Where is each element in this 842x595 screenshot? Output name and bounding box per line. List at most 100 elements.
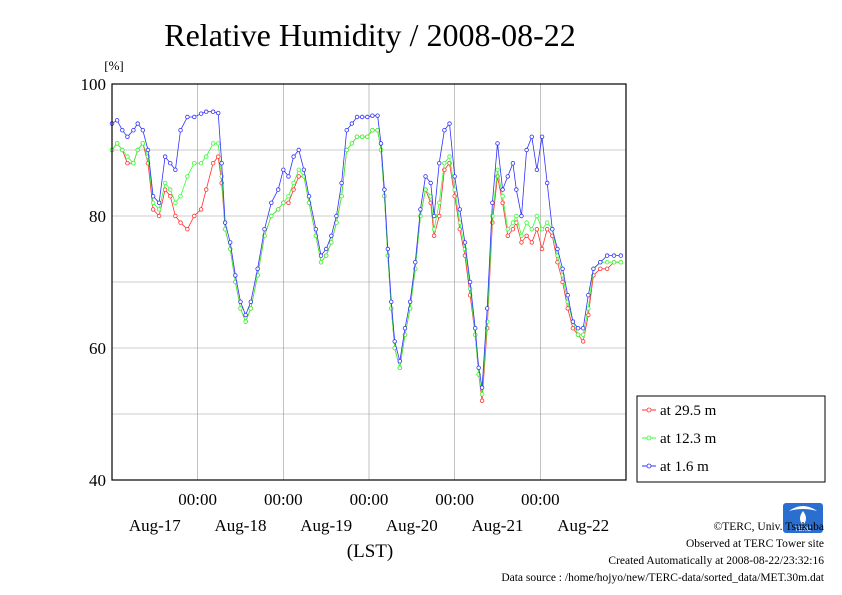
data-point bbox=[339, 180, 344, 186]
data-point bbox=[514, 187, 519, 192]
data-point bbox=[560, 266, 565, 271]
data-point bbox=[580, 332, 586, 337]
data-point bbox=[570, 319, 576, 324]
data-point bbox=[248, 299, 253, 304]
data-point bbox=[490, 213, 495, 219]
data-point bbox=[479, 385, 485, 390]
data-point bbox=[485, 306, 490, 311]
data-point bbox=[514, 213, 519, 219]
data-point bbox=[354, 134, 360, 139]
data-point bbox=[301, 167, 307, 172]
data-point bbox=[296, 147, 301, 153]
data-point bbox=[210, 141, 216, 146]
data-point bbox=[591, 266, 596, 271]
data-point bbox=[173, 200, 178, 205]
legend-items: at 29.5 m at 12.3 m at 1.6 m bbox=[642, 403, 717, 475]
data-point bbox=[565, 293, 570, 298]
data-point bbox=[156, 200, 162, 205]
data-point bbox=[539, 246, 545, 252]
data-point bbox=[544, 220, 550, 225]
x-time-tick-label: 00:00 bbox=[435, 490, 474, 509]
data-point bbox=[344, 147, 349, 153]
series-line bbox=[111, 129, 621, 395]
data-point bbox=[476, 365, 481, 370]
x-date-label: Aug-18 bbox=[215, 516, 267, 535]
logo-arc bbox=[789, 506, 817, 511]
y-tick-label: 80 bbox=[89, 207, 106, 226]
y-axis-unit-label: [%] bbox=[104, 58, 124, 73]
data-point bbox=[281, 200, 286, 205]
data-point bbox=[479, 392, 485, 397]
data-point bbox=[375, 113, 380, 118]
data-point bbox=[365, 134, 370, 139]
data-point bbox=[173, 167, 178, 172]
data-point bbox=[462, 240, 468, 245]
data-point bbox=[262, 226, 267, 232]
data-point bbox=[479, 398, 485, 403]
data-point bbox=[145, 147, 151, 153]
data-point bbox=[216, 110, 221, 116]
data-point bbox=[359, 134, 365, 139]
data-point bbox=[216, 141, 221, 146]
legend-label: at 1.6 m bbox=[660, 459, 709, 475]
data-point bbox=[192, 114, 197, 120]
data-point bbox=[291, 180, 296, 186]
data-point bbox=[534, 167, 540, 172]
legend-item: at 12.3 m bbox=[642, 431, 717, 447]
data-point bbox=[339, 193, 344, 199]
x-date-label: Aug-20 bbox=[386, 516, 438, 535]
data-point bbox=[524, 220, 529, 225]
data-point bbox=[447, 154, 452, 159]
data-point bbox=[580, 326, 586, 331]
data-point bbox=[318, 253, 324, 258]
data-point bbox=[192, 160, 197, 166]
data-point bbox=[185, 226, 190, 232]
data-point bbox=[392, 339, 397, 344]
copyright-text: ©TERC, Univ. Tsukuba bbox=[713, 521, 824, 533]
data-point bbox=[204, 187, 209, 192]
data-point bbox=[150, 207, 156, 212]
data-point bbox=[611, 253, 617, 258]
data-point bbox=[510, 160, 516, 166]
data-point bbox=[407, 299, 413, 304]
data-point bbox=[423, 174, 428, 179]
legend-box bbox=[636, 395, 826, 483]
data-point bbox=[423, 187, 428, 192]
data-point bbox=[618, 253, 624, 258]
data-point bbox=[452, 187, 457, 192]
data-point bbox=[354, 114, 360, 120]
data-point bbox=[413, 260, 418, 265]
data-point bbox=[178, 127, 183, 133]
x-time-tick-label: 00:00 bbox=[521, 490, 560, 509]
data-point bbox=[505, 233, 510, 238]
data-point bbox=[222, 220, 228, 225]
data-point bbox=[586, 306, 591, 311]
data-point bbox=[529, 226, 534, 232]
legend-swatch-marker bbox=[646, 435, 652, 441]
legend-label: at 12.3 m bbox=[660, 431, 717, 447]
data-point bbox=[389, 299, 394, 304]
data-point bbox=[173, 213, 178, 219]
data-point bbox=[178, 193, 183, 199]
data-point bbox=[570, 326, 576, 331]
data-point bbox=[219, 160, 224, 166]
plot-frame bbox=[111, 83, 627, 481]
data-point bbox=[467, 279, 473, 285]
legend-label: at 29.5 m bbox=[660, 403, 717, 419]
data-point bbox=[204, 109, 209, 114]
data-point bbox=[131, 160, 136, 166]
data-point bbox=[437, 213, 442, 219]
data-point bbox=[150, 200, 156, 205]
data-point bbox=[162, 154, 168, 159]
data-point bbox=[519, 213, 524, 219]
data-point bbox=[529, 240, 534, 245]
data-point bbox=[114, 141, 120, 146]
data-point bbox=[539, 134, 545, 139]
data-point bbox=[505, 174, 510, 179]
data-point bbox=[524, 147, 529, 153]
data-point bbox=[382, 187, 387, 192]
data-point bbox=[555, 246, 560, 252]
data-point bbox=[281, 167, 286, 172]
data-point bbox=[604, 266, 610, 271]
data-point bbox=[359, 114, 365, 120]
